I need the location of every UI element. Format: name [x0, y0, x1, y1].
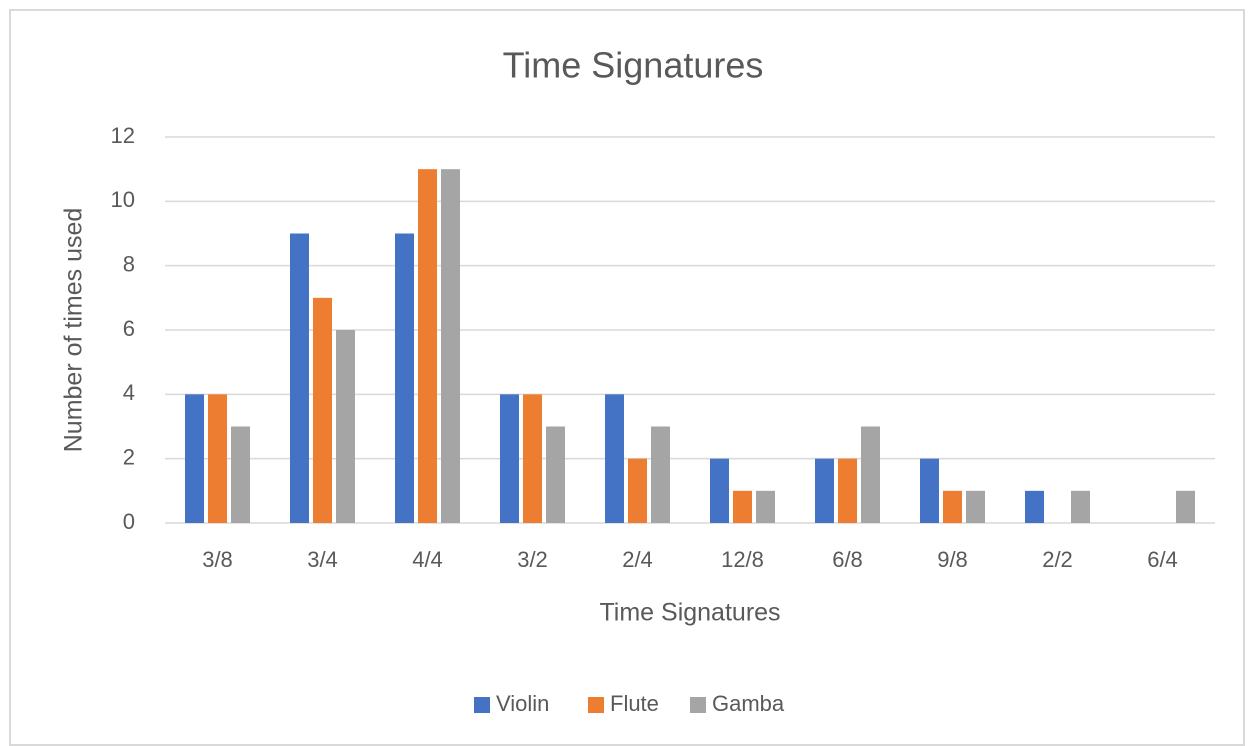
bar	[756, 490, 775, 523]
bar	[290, 233, 309, 523]
x-tick-label: 3/8	[202, 547, 233, 572]
x-tick-label: 2/4	[622, 547, 653, 572]
bar	[1071, 490, 1090, 523]
bar	[838, 458, 857, 523]
y-axis-title: Number of times used	[60, 208, 88, 453]
y-tick-label: 2	[123, 444, 135, 469]
bar	[815, 458, 834, 523]
bar	[920, 458, 939, 523]
x-tick-label: 6/8	[832, 547, 863, 572]
y-tick-label: 12	[111, 123, 135, 148]
y-tick-label: 0	[123, 509, 135, 534]
chart-title: Time Signatures	[503, 45, 764, 86]
x-tick-label: 3/4	[307, 547, 338, 572]
bar	[710, 458, 729, 523]
legend-label: Flute	[610, 691, 659, 716]
bar	[185, 394, 204, 523]
x-axis-title: Time Signatures	[599, 599, 780, 627]
bar	[546, 426, 565, 523]
x-tick-label: 6/4	[1147, 547, 1178, 572]
x-tick-label: 9/8	[937, 547, 968, 572]
bar	[733, 490, 752, 523]
y-tick-label: 8	[123, 251, 135, 276]
bar	[943, 490, 962, 523]
y-tick-label: 6	[123, 316, 135, 341]
legend-swatch	[474, 697, 490, 713]
bar	[966, 490, 985, 523]
bar	[441, 169, 460, 523]
legend-label: Gamba	[712, 691, 785, 716]
y-tick-label: 10	[111, 187, 135, 212]
bar	[628, 458, 647, 523]
chart-border	[9, 9, 1245, 746]
bar	[605, 394, 624, 523]
bar	[336, 330, 355, 523]
legend-label: Violin	[496, 691, 549, 716]
bar	[395, 233, 414, 523]
bar	[500, 394, 519, 523]
y-tick-label: 4	[123, 380, 135, 405]
x-tick-label: 2/2	[1042, 547, 1073, 572]
bar	[313, 297, 332, 523]
x-tick-label: 12/8	[721, 547, 764, 572]
bar	[861, 426, 880, 523]
bar	[231, 426, 250, 523]
bar	[1176, 490, 1195, 523]
bar	[1025, 490, 1044, 523]
bar	[208, 394, 227, 523]
legend-swatch	[690, 697, 706, 713]
bar	[523, 394, 542, 523]
bar	[418, 169, 437, 523]
x-tick-label: 4/4	[412, 547, 443, 572]
x-tick-label: 3/2	[517, 547, 548, 572]
bar	[651, 426, 670, 523]
legend-swatch	[588, 697, 604, 713]
